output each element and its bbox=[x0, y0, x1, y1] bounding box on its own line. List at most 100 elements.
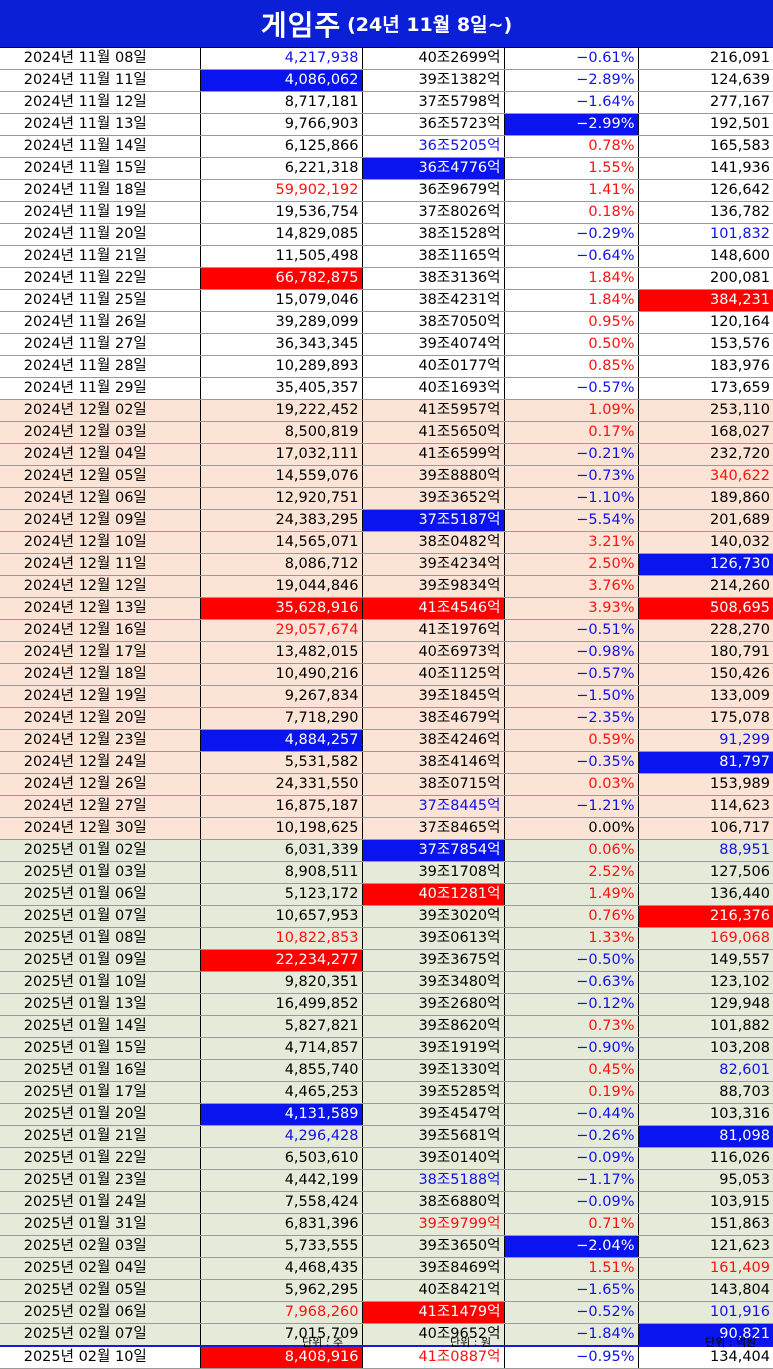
market-cap-cell: 37조8026억 bbox=[362, 201, 505, 224]
volume-cell: 16,499,852 bbox=[200, 993, 363, 1016]
date-cell: 2025년 01월 24일 bbox=[0, 1191, 201, 1214]
trade-value-cell: 82,601 bbox=[638, 1059, 773, 1082]
volume-cell: 5,123,172 bbox=[200, 883, 363, 906]
table-row: 2025년 02월 06일 7,968,260 41조1479억 −0.52% 101,… bbox=[0, 1301, 773, 1324]
volume-cell: 4,217,938 bbox=[200, 48, 363, 70]
table-row: 2024년 11월 29일 35,405,357 40조1693억 −0.57% 173… bbox=[0, 377, 773, 400]
table-row: 2025년 01월 24일 7,558,424 38조6880억 −0.09% 103,… bbox=[0, 1191, 773, 1214]
date-cell: 2025년 01월 23일 bbox=[0, 1169, 201, 1192]
change-cell: 2.50% bbox=[504, 553, 639, 576]
volume-cell: 5,962,295 bbox=[200, 1279, 363, 1302]
change-cell: −1.10% bbox=[504, 487, 639, 510]
trade-value-cell: 149,557 bbox=[638, 949, 773, 972]
date-cell: 2024년 11월 18일 bbox=[0, 179, 201, 202]
change-cell: −0.09% bbox=[504, 1147, 639, 1170]
table-row: 2025년 01월 07일 10,657,953 39조3020억 0.76% 216,… bbox=[0, 905, 773, 928]
volume-cell: 6,221,318 bbox=[200, 157, 363, 180]
trade-value-cell: 508,695 bbox=[638, 597, 773, 620]
volume-cell: 4,468,435 bbox=[200, 1257, 363, 1280]
table-row: 2025년 01월 06일 5,123,172 40조1281억 1.49% 136,4… bbox=[0, 883, 773, 906]
market-cap-cell: 39조5285억 bbox=[362, 1081, 505, 1104]
trade-value-cell: 150,426 bbox=[638, 663, 773, 686]
trade-value-cell: 384,231 bbox=[638, 289, 773, 312]
table-row: 2024년 12월 27일 16,875,187 37조8445억 −1.21% 114… bbox=[0, 795, 773, 818]
market-cap-cell: 38조4146억 bbox=[362, 751, 505, 774]
change-cell: −1.84% bbox=[504, 1323, 639, 1347]
volume-cell: 8,086,712 bbox=[200, 553, 363, 576]
date-cell: 2024년 12월 30일 bbox=[0, 817, 201, 840]
table-row: 2024년 12월 20일 7,718,290 38조4679억 −2.35% 175,… bbox=[0, 707, 773, 730]
change-cell: 0.19% bbox=[504, 1081, 639, 1104]
market-cap-cell: 39조2680억 bbox=[362, 993, 505, 1016]
date-cell: 2025년 01월 07일 bbox=[0, 905, 201, 928]
unit-value: 단위 : 억원 bbox=[705, 1336, 757, 1349]
market-cap-cell: 40조6973억 bbox=[362, 641, 505, 664]
table-row: 2024년 12월 26일 24,331,550 38조0715억 0.03% 153,… bbox=[0, 773, 773, 796]
volume-cell: 59,902,192 bbox=[200, 179, 363, 202]
market-cap-cell: 41조5957억 bbox=[362, 399, 505, 422]
change-cell: −1.50% bbox=[504, 685, 639, 708]
trade-value-cell: 151,863 bbox=[638, 1213, 773, 1236]
table-row: 2024년 11월 13일 9,766,903 36조5723억 −2.99% 192,… bbox=[0, 113, 773, 136]
volume-cell: 19,044,846 bbox=[200, 575, 363, 598]
volume-cell: 10,289,893 bbox=[200, 355, 363, 378]
date-cell: 2025년 01월 31일 bbox=[0, 1213, 201, 1236]
date-cell: 2024년 11월 08일 bbox=[0, 48, 201, 70]
change-cell: −2.89% bbox=[504, 69, 639, 92]
trade-value-cell: 140,032 bbox=[638, 531, 773, 554]
market-cap-cell: 39조4547억 bbox=[362, 1103, 505, 1126]
change-cell: −0.73% bbox=[504, 465, 639, 488]
trade-value-cell: 192,501 bbox=[638, 113, 773, 136]
change-cell: 0.85% bbox=[504, 355, 639, 378]
change-cell: −0.64% bbox=[504, 245, 639, 268]
change-cell: 1.84% bbox=[504, 289, 639, 312]
change-cell: 0.95% bbox=[504, 311, 639, 334]
change-cell: −2.99% bbox=[504, 113, 639, 136]
date-cell: 2025년 01월 22일 bbox=[0, 1147, 201, 1170]
table-row: 2024년 12월 03일 8,500,819 41조5650억 0.17% 168,0… bbox=[0, 421, 773, 444]
trade-value-cell: 277,167 bbox=[638, 91, 773, 114]
page-title: 게임주 bbox=[260, 8, 342, 42]
table-row: 2024년 11월 21일 11,505,498 38조1165억 −0.64% 148… bbox=[0, 245, 773, 268]
market-cap-cell: 39조3650억 bbox=[362, 1235, 505, 1258]
market-cap-cell: 37조8445억 bbox=[362, 795, 505, 818]
market-cap-cell: 38조0715억 bbox=[362, 773, 505, 796]
date-cell: 2025년 02월 04일 bbox=[0, 1257, 201, 1280]
market-cap-cell: 39조3675억 bbox=[362, 949, 505, 972]
date-cell: 2024년 12월 17일 bbox=[0, 641, 201, 664]
change-cell: 3.21% bbox=[504, 531, 639, 554]
volume-cell: 6,125,866 bbox=[200, 135, 363, 158]
table-row: 2025년 01월 10일 9,820,351 39조3480억 −0.63% 123,… bbox=[0, 971, 773, 994]
trade-value-cell: 81,797 bbox=[638, 751, 773, 774]
table-row: 2024년 12월 17일 13,482,015 40조6973억 −0.98% 180… bbox=[0, 641, 773, 664]
volume-cell: 5,827,821 bbox=[200, 1015, 363, 1038]
date-cell: 2025년 01월 03일 bbox=[0, 861, 201, 884]
change-cell: −0.21% bbox=[504, 443, 639, 466]
date-cell: 2025년 01월 08일 bbox=[0, 927, 201, 950]
date-cell: 2024년 12월 23일 bbox=[0, 729, 201, 752]
footer: 단위 : 주 단위 : 원 단위 : 억원 bbox=[0, 1334, 773, 1351]
market-cap-cell: 36조4776억 bbox=[362, 157, 505, 180]
volume-cell: 4,465,253 bbox=[200, 1081, 363, 1104]
trade-value-cell: 129,948 bbox=[638, 993, 773, 1016]
volume-cell: 8,500,819 bbox=[200, 421, 363, 444]
table-row: 2024년 11월 19일 19,536,754 37조8026억 0.18% 136,… bbox=[0, 201, 773, 224]
trade-value-cell: 214,260 bbox=[638, 575, 773, 598]
date-cell: 2025년 01월 16일 bbox=[0, 1059, 201, 1082]
change-cell: −1.21% bbox=[504, 795, 639, 818]
trade-value-cell: 101,916 bbox=[638, 1301, 773, 1324]
date-cell: 2025년 01월 10일 bbox=[0, 971, 201, 994]
trade-value-cell: 120,164 bbox=[638, 311, 773, 334]
table-row: 2024년 12월 10일 14,565,071 38조0482억 3.21% 140,… bbox=[0, 531, 773, 554]
date-cell: 2024년 11월 21일 bbox=[0, 245, 201, 268]
trade-value-cell: 126,642 bbox=[638, 179, 773, 202]
volume-cell: 9,820,351 bbox=[200, 971, 363, 994]
market-cap-cell: 39조3480억 bbox=[362, 971, 505, 994]
date-cell: 2025년 01월 15일 bbox=[0, 1037, 201, 1060]
date-cell: 2025년 01월 20일 bbox=[0, 1103, 201, 1126]
change-cell: 1.33% bbox=[504, 927, 639, 950]
table-row: 2024년 12월 05일 14,559,076 39조8880억 −0.73% 340… bbox=[0, 465, 773, 488]
volume-cell: 22,234,277 bbox=[200, 949, 363, 972]
date-cell: 2024년 11월 28일 bbox=[0, 355, 201, 378]
